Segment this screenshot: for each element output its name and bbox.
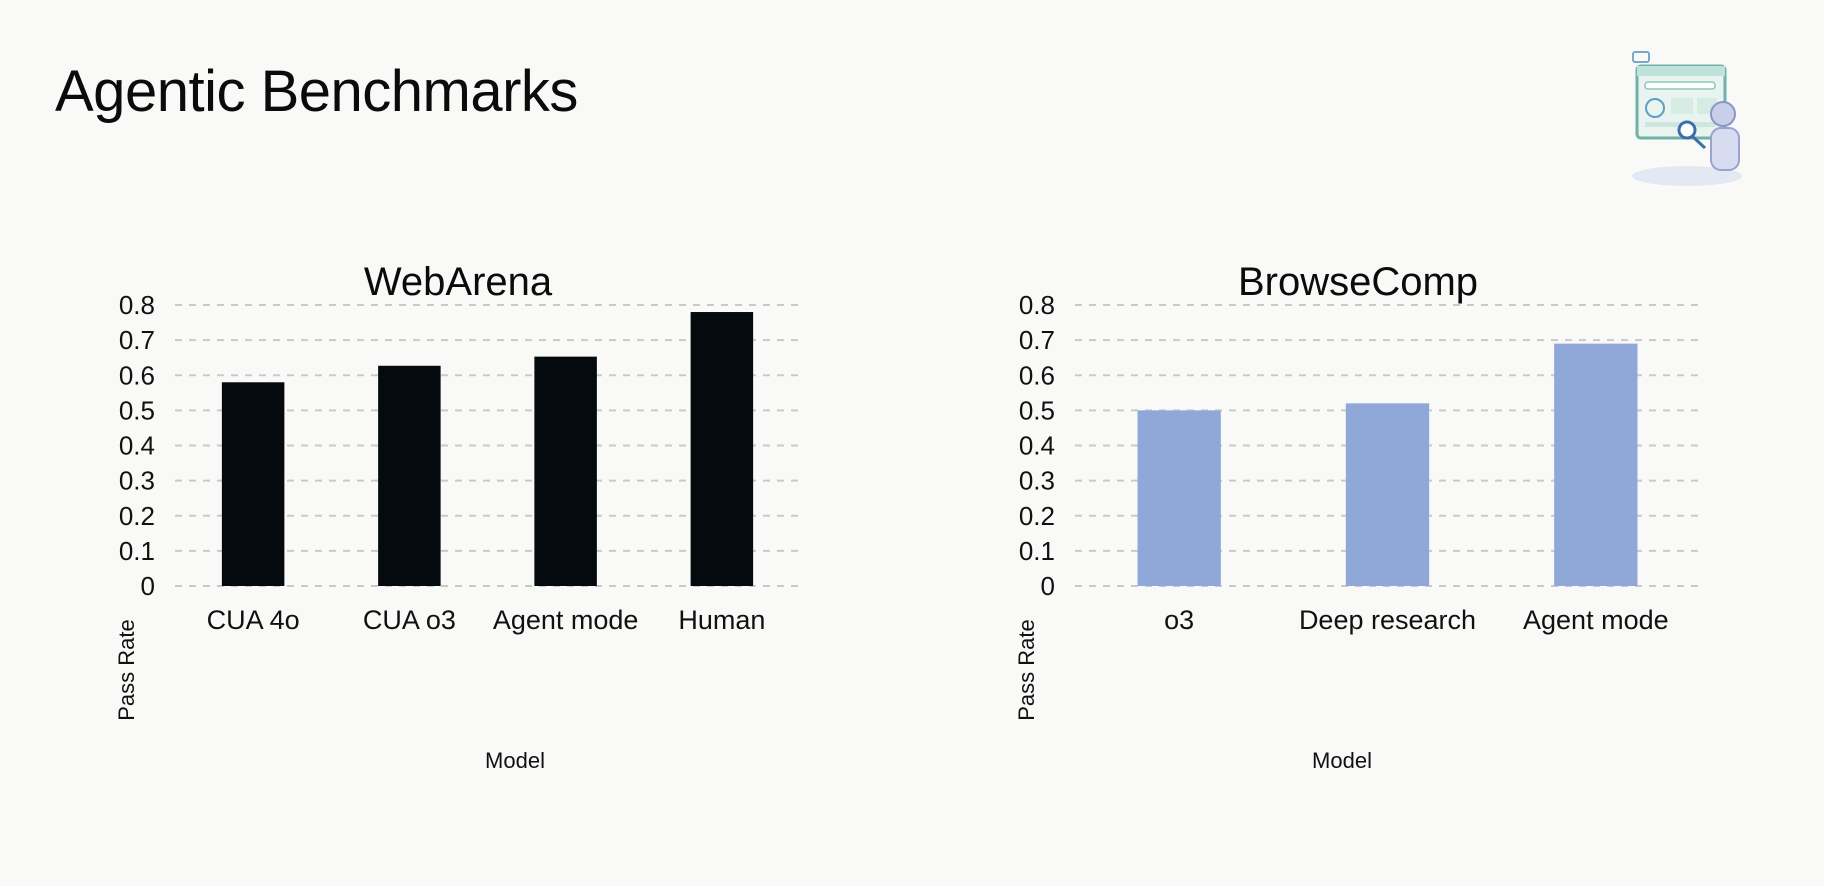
y-tick-label: 0.3 <box>1019 466 1055 496</box>
y-tick-label: 0.1 <box>1019 536 1055 566</box>
y-tick-label: 0.8 <box>119 290 155 320</box>
webarena-chart: WebArena 0 0.1 0.2 0.3 0.4 0.5 0.6 0.7 0.8 CUA 4… <box>40 250 840 790</box>
robot-browser-search-illustration-icon <box>1625 48 1755 198</box>
x-category-label: Human <box>678 605 765 635</box>
bar <box>1345 403 1430 586</box>
browsecomp-chart: BrowseComp 0 0.1 0.2 0.3 0.4 0.5 0.6 0.7 0.8 o3 D… <box>940 250 1740 790</box>
y-tick-label: 0.7 <box>1019 325 1055 355</box>
x-category-label: CUA o3 <box>363 605 456 635</box>
y-tick-label: 0.3 <box>119 466 155 496</box>
webarena-chart-svg: WebArena 0 0.1 0.2 0.3 0.4 0.5 0.6 0.7 0.8 CUA 4… <box>114 260 800 773</box>
y-tick-label: 0.5 <box>1019 395 1055 425</box>
bar <box>1554 343 1638 586</box>
x-category-label: Agent mode <box>1523 605 1669 635</box>
chart-title: BrowseComp <box>1238 260 1478 304</box>
y-tick-label: 0.5 <box>119 395 155 425</box>
bar <box>378 365 441 586</box>
x-axis-label: Model <box>1312 748 1372 773</box>
slide-title: Agentic Benchmarks <box>55 59 578 124</box>
bar <box>1137 410 1221 586</box>
x-axis-label: Model <box>485 748 545 773</box>
y-axis-label: Pass Rate <box>114 619 139 721</box>
y-tick-label: 0.1 <box>119 536 155 566</box>
x-category-label: o3 <box>1164 605 1194 635</box>
bar <box>690 312 754 586</box>
y-tick-label: 0 <box>141 571 155 601</box>
x-category-label: CUA 4o <box>207 605 300 635</box>
y-tick-label: 0.4 <box>1019 431 1055 461</box>
y-tick-label: 0.7 <box>119 325 155 355</box>
y-tick-label: 0.6 <box>1019 360 1055 390</box>
y-tick-label: 0.2 <box>1019 501 1055 531</box>
y-tick-label: 0.6 <box>119 360 155 390</box>
x-category-label: Deep research <box>1299 605 1476 635</box>
x-category-label: Agent mode <box>493 605 639 635</box>
y-tick-label: 0.8 <box>1019 290 1055 320</box>
y-tick-label: 0.2 <box>119 501 155 531</box>
bar <box>221 382 285 586</box>
browsecomp-chart-svg: BrowseComp 0 0.1 0.2 0.3 0.4 0.5 0.6 0.7 0.8 o3 D… <box>1014 260 1700 773</box>
y-axis-label: Pass Rate <box>1014 619 1039 721</box>
y-tick-label: 0.4 <box>119 431 155 461</box>
chart-title: WebArena <box>364 260 553 304</box>
bar <box>534 356 597 586</box>
y-tick-label: 0 <box>1041 571 1055 601</box>
